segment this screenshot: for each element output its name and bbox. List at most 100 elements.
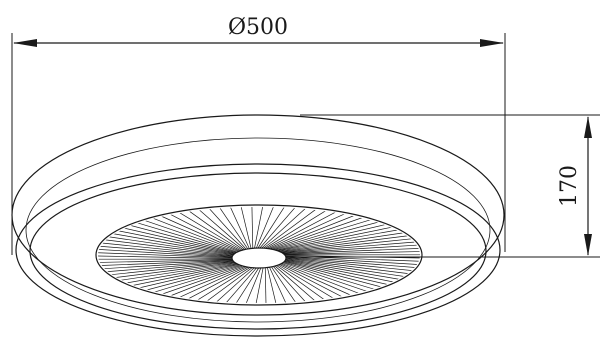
grille-blade	[254, 264, 265, 303]
grille-blade	[253, 207, 264, 250]
grille-blade	[99, 238, 236, 257]
grille-blade	[126, 224, 238, 254]
grille-blade	[98, 248, 236, 258]
grille-blade	[270, 218, 375, 251]
grille-blade	[282, 258, 415, 279]
grille-blade	[135, 263, 246, 294]
grille-blade	[100, 261, 240, 277]
grille-blade	[275, 228, 403, 252]
grille-blade	[263, 209, 328, 250]
grille-blade	[98, 259, 237, 263]
grille-blade	[266, 212, 348, 250]
grille-blade	[98, 252, 236, 259]
grille-blade	[277, 234, 414, 253]
grille-blade	[190, 264, 255, 303]
grille-blade	[258, 207, 297, 250]
grille-blade	[119, 226, 237, 255]
grille-blade	[133, 221, 239, 254]
grille-blade	[282, 258, 410, 282]
grille-blade	[218, 207, 249, 250]
grille-blade	[282, 256, 420, 269]
grille-blade	[278, 261, 377, 295]
grille-blade	[282, 255, 420, 262]
grille-blade	[280, 244, 420, 254]
width-dimension-label: Ø500	[228, 15, 288, 40]
width-arrow-right	[480, 39, 504, 47]
height-arrow-bottom	[584, 234, 592, 256]
grille-blade	[109, 261, 242, 283]
grille-blade	[276, 231, 409, 253]
inner-rim	[29, 172, 487, 330]
grille-blade	[161, 264, 250, 300]
grille-blade	[98, 255, 236, 259]
height-arrow-top	[584, 116, 592, 138]
outer-top-rim	[11, 114, 505, 316]
grille-blade	[282, 257, 420, 272]
grille-blade	[108, 232, 236, 256]
grille-blade	[128, 262, 245, 291]
grille-blade	[121, 262, 244, 289]
grille-blade	[229, 207, 251, 250]
grille-blade	[273, 223, 390, 252]
grille-blade	[273, 263, 331, 303]
grille-blade	[282, 255, 420, 259]
grille-blade	[197, 208, 246, 251]
grille-blade	[279, 260, 385, 293]
grille-blades	[98, 207, 420, 303]
grille-blade	[268, 214, 357, 250]
grille-blade	[264, 264, 267, 303]
grille-blade	[274, 262, 341, 303]
grille-blade	[141, 219, 240, 253]
grille-blade	[177, 211, 244, 252]
grille-blade	[98, 259, 237, 267]
grille-blade	[255, 207, 275, 250]
grille-blade	[281, 247, 420, 255]
grille-blade	[278, 237, 418, 253]
top-highlight-rim	[25, 137, 491, 323]
grille-blade	[104, 261, 241, 280]
grille-blade	[282, 257, 419, 276]
grille-blade	[251, 207, 254, 250]
grille-blade	[170, 264, 252, 302]
grille-blade	[269, 216, 366, 251]
grille-blade	[210, 264, 258, 303]
grille-outer-ring	[95, 204, 423, 306]
grille-blade	[265, 210, 338, 250]
grille-blade	[103, 235, 236, 256]
grille-blade	[279, 241, 420, 254]
grille-blade	[232, 264, 261, 303]
grille-blade	[281, 251, 420, 255]
grille-blade	[158, 214, 242, 253]
height-dimension-label: 170	[557, 165, 582, 207]
grille-blade	[200, 264, 257, 303]
grille-blade	[276, 261, 360, 300]
grille-blade	[113, 229, 237, 255]
grille-blade	[269, 264, 300, 303]
grille-blade	[277, 261, 369, 298]
grille-blade	[98, 242, 236, 257]
grille-blade	[272, 263, 321, 303]
grille-blade	[143, 263, 248, 296]
grille-blade	[115, 262, 243, 286]
grille-blade	[275, 262, 351, 302]
fan-body	[11, 114, 505, 337]
grille-blade	[281, 259, 399, 288]
grille-blade	[282, 256, 420, 266]
grille-blade	[187, 209, 245, 251]
grille-blade	[240, 207, 252, 250]
width-arrow-left	[13, 39, 37, 47]
grille-blade	[270, 263, 311, 303]
grille-blade	[261, 207, 318, 250]
grille-blade	[257, 207, 286, 250]
grille-blade	[266, 264, 278, 303]
grille-blade	[281, 259, 405, 285]
grille-blade	[152, 263, 249, 298]
grille-blade	[149, 216, 241, 253]
center-hub	[231, 247, 287, 269]
grille-blade	[98, 260, 239, 273]
grille-blade	[180, 264, 253, 303]
grille-blade	[267, 264, 289, 303]
grille-blade	[243, 264, 263, 303]
outer-bottom-rim	[15, 163, 501, 337]
